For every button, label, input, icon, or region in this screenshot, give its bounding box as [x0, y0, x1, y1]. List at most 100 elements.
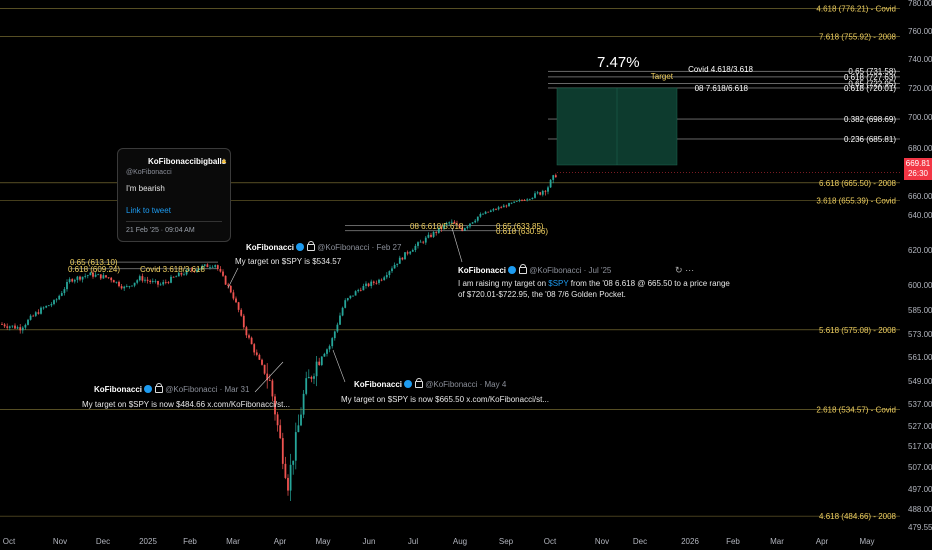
candle-body [401, 257, 404, 260]
candle-body [302, 393, 305, 415]
fib-level-label: 4.618 (484.66) - 2008 [819, 512, 896, 521]
y-tick-label: 600.00 [908, 281, 932, 290]
candle-body [544, 190, 547, 192]
candle-body [445, 223, 448, 225]
candle-body [6, 326, 9, 328]
candle-body [32, 315, 35, 317]
candle-body [240, 309, 243, 316]
candle-body [50, 304, 53, 306]
candle-body [16, 327, 19, 329]
candle-body [482, 213, 484, 215]
candle-body [227, 284, 230, 286]
candle-body [1, 324, 3, 325]
tweet-feb-handle: @KoFibonacci · Feb 27 [317, 243, 402, 252]
candle-body [42, 307, 45, 309]
candle-body [27, 319, 29, 325]
candle-body [63, 289, 66, 294]
candle-body [284, 463, 287, 478]
candle-body [68, 279, 71, 283]
candle-body [232, 292, 235, 299]
popup-link[interactable]: Link to tweet [126, 206, 171, 215]
candle-body [500, 207, 503, 209]
x-tick-label: 2026 [681, 537, 699, 546]
candle-body [198, 268, 201, 270]
candle-body [357, 289, 360, 292]
tweet-jul-name: KoFibonacci [458, 266, 507, 275]
candle-body [266, 373, 269, 381]
candle-body [172, 276, 175, 278]
verified-icon [404, 380, 413, 388]
popup-divider [126, 221, 222, 222]
candle-body [294, 432, 297, 461]
candle-body [219, 268, 222, 272]
candle-body [534, 193, 536, 198]
candle-body [86, 275, 89, 277]
candle-body [214, 265, 217, 267]
target-level-label: 0.236 (685.81) [844, 135, 896, 144]
candle-body [203, 264, 206, 266]
tweet-may: KoFibonacci @KoFibonacci · May 4 [354, 378, 506, 390]
candle-body [492, 209, 495, 211]
candle-body [146, 279, 149, 281]
candle-body [300, 414, 302, 426]
target-group-label: Covid 4.618/3.618 [688, 65, 753, 74]
candle-body [489, 210, 492, 212]
candle-body [60, 293, 63, 296]
candle-body [510, 202, 513, 204]
x-tick-label: Apr [816, 537, 829, 546]
fib-level-label: 6.618 (665.50) - 2008 [819, 179, 896, 188]
candle-body [24, 324, 27, 328]
candle-body [55, 299, 58, 301]
candle-body [279, 425, 282, 439]
candle-body [437, 227, 440, 233]
candle-body [396, 263, 399, 265]
candle-body [118, 281, 120, 287]
candle-body [164, 282, 167, 283]
candle-body [547, 187, 549, 192]
y-tick-label: 479.55 [908, 523, 932, 532]
candle-body [40, 307, 42, 314]
candle-body [97, 274, 100, 276]
x-tick-label: Oct [544, 537, 557, 546]
candle-body [359, 289, 362, 291]
x-tick-label: Aug [453, 537, 467, 546]
candle-body [235, 298, 237, 303]
target-level-label: 0.65 (731.58) [848, 67, 896, 76]
tweet-jul-text1b: from the '08 6.618 @ 665.50 to a price r… [568, 279, 730, 288]
candle-body [37, 312, 40, 314]
refresh-icon[interactable]: ↻ [675, 265, 683, 275]
candle-body [8, 326, 11, 328]
candle-body [422, 241, 425, 243]
candle-body [508, 203, 510, 207]
candle-body [162, 282, 165, 285]
tweet-may-body: My target on $SPY is now $665.50 x.com/K… [341, 395, 549, 404]
last-price-tag: 669.81 26:30 [904, 158, 932, 180]
more-icon[interactable]: ⋯ [685, 265, 695, 275]
candle-body [209, 266, 211, 268]
candle-body [177, 272, 180, 277]
x-tick-label: Mar [226, 537, 240, 546]
left-level-label: 0.65 (613.10) [70, 258, 118, 267]
target-level-label: 0.65 (722.95) [848, 80, 896, 89]
x-tick-label: Mar [770, 537, 784, 546]
y-tick-label: 700.00 [908, 113, 932, 122]
candle-body [406, 252, 409, 254]
x-tick-label: Nov [53, 537, 67, 546]
y-tick-label: 497.00 [908, 485, 932, 494]
candle-body [180, 272, 183, 275]
candle-body [320, 356, 323, 365]
candle-body [154, 280, 157, 282]
tweet-jul-cashtag[interactable]: $SPY [548, 279, 569, 288]
candle-body [466, 226, 469, 229]
candle-body [258, 354, 261, 360]
tweet-feb-name: KoFibonacci [246, 243, 295, 252]
tweet-feb: KoFibonacci @KoFibonacci · Feb 27 [246, 241, 402, 253]
candle-body [185, 270, 188, 275]
candle-body [183, 274, 185, 276]
tweet-mar-name: KoFibonacci [94, 385, 143, 394]
candle-body [188, 269, 191, 271]
candle-body [380, 279, 383, 281]
candle-body [281, 438, 284, 464]
y-tick-label: 720.00 [908, 84, 932, 93]
